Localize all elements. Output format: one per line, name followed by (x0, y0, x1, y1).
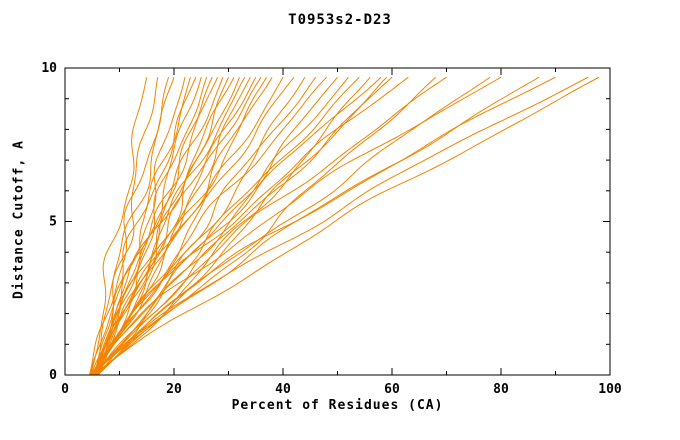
x-tick-label: 20 (166, 382, 182, 397)
data-curve (95, 76, 409, 376)
y-tick-label: 10 (41, 61, 57, 76)
data-curve (97, 76, 447, 376)
data-curve (92, 77, 159, 376)
data-curve (94, 76, 600, 376)
x-tick-label: 60 (384, 382, 400, 397)
x-tick-label: 0 (61, 382, 69, 397)
data-curve (91, 77, 224, 376)
x-tick-label: 40 (275, 382, 291, 397)
x-tick-label: 80 (493, 382, 509, 397)
data-curve (96, 76, 262, 376)
data-curve (90, 77, 197, 376)
data-curve (94, 76, 502, 376)
data-curve (96, 76, 349, 376)
data-curve (91, 76, 268, 376)
y-tick-label: 0 (49, 368, 57, 383)
data-curve (94, 76, 371, 376)
data-curve (93, 77, 202, 376)
data-curve (91, 76, 382, 376)
data-curve (92, 76, 491, 376)
data-curve (92, 76, 317, 376)
data-curve (96, 76, 556, 376)
data-curve (95, 76, 327, 376)
data-curve (97, 76, 306, 376)
data-curve (90, 76, 338, 376)
chart-title: T0953s2-D23 (288, 12, 392, 28)
x-axis-label: Percent of Residues (CA) (231, 398, 444, 413)
data-curve (92, 76, 589, 376)
y-tick-label: 5 (49, 215, 57, 230)
data-curve (92, 76, 360, 376)
data-curve (90, 77, 148, 376)
x-tick-label: 100 (598, 382, 622, 397)
data-curve (92, 76, 257, 376)
data-curve (95, 77, 175, 376)
data-curve (97, 76, 246, 376)
